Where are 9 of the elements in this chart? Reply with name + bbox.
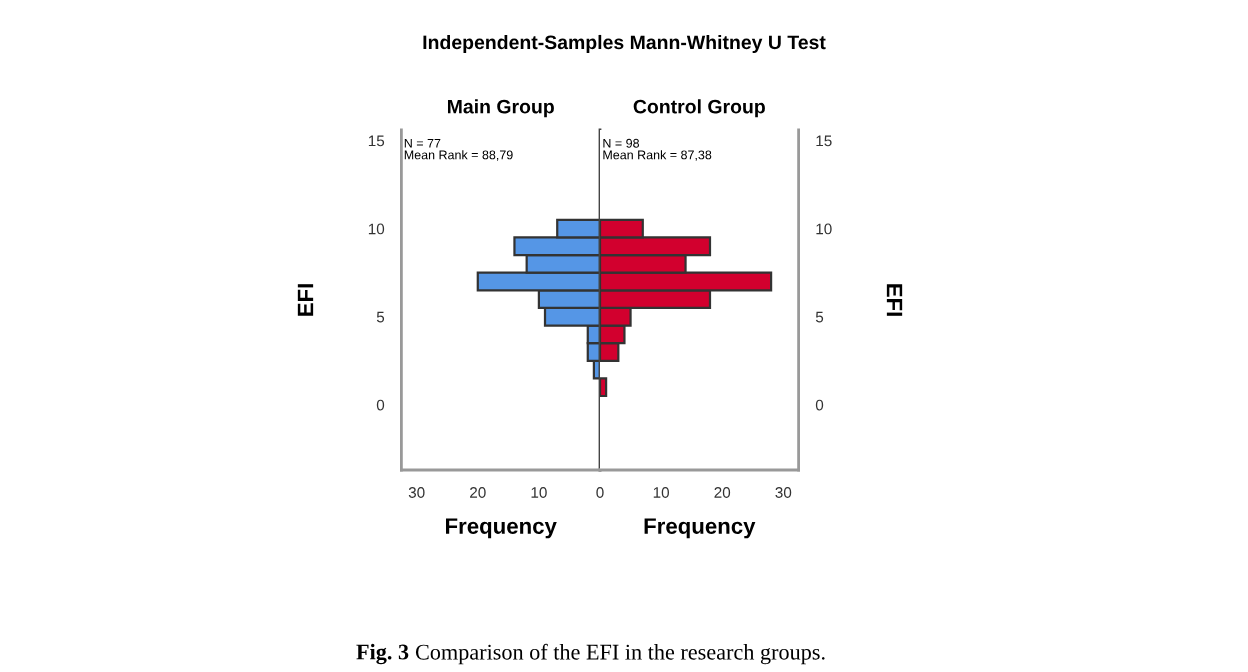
chart-subtitle: Control Group (633, 99, 765, 118)
x-axis-title: Frequency (644, 518, 756, 539)
y-axis-title: EFI (886, 284, 903, 316)
chart-title: Independent-Samples Mann-Whitney U Test (423, 34, 826, 54)
chart-subtitle: Main Group (447, 99, 554, 118)
y-axis-title: EFI (297, 284, 314, 316)
text: Comparison of the EFI in the research groups. (415, 643, 825, 665)
x-axis-title: Frequency (446, 518, 557, 539)
caption: Fig. 3 (356, 643, 409, 665)
